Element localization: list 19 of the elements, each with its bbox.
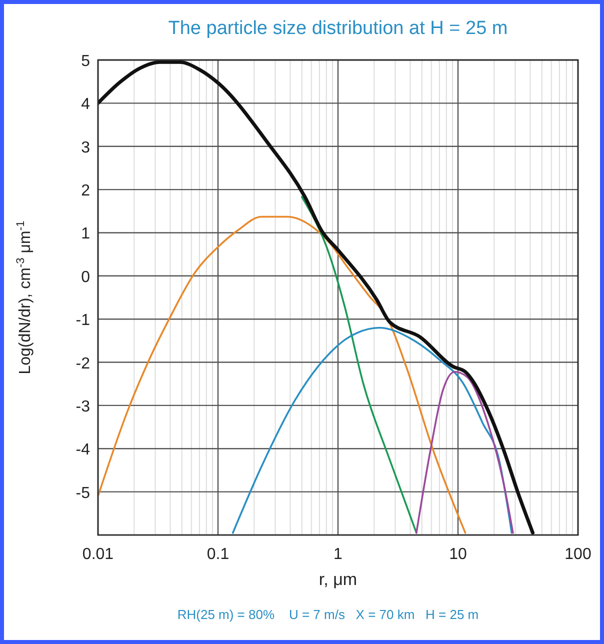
x-tick-label: 0.01	[82, 546, 114, 563]
x-axis-title: r, μm	[318, 570, 358, 589]
y-tick-label: 4	[81, 96, 90, 114]
x-tick-label: 0.1	[206, 546, 230, 563]
text: RH(25 m) = 80% U = 7 m/s X = 70 km H = 25 m	[177, 607, 479, 622]
y-tick-label: 5	[81, 53, 90, 70]
chart-title: The particle size distribution at H = 25 m	[168, 18, 508, 39]
y-tick-label: -4	[76, 442, 90, 459]
y-tick-label: 3	[81, 139, 90, 156]
y-tick-label: -5	[76, 484, 90, 502]
x-tick-label: 10	[449, 546, 467, 563]
x-tick-label: 100	[564, 546, 592, 563]
y-tick-label: -3	[76, 398, 90, 416]
y-tick-label: 2	[81, 182, 90, 200]
y-tick-label: -1	[76, 312, 90, 330]
y-tick-label: -2	[76, 355, 90, 372]
y-tick-label: 0	[81, 268, 90, 286]
y-tick-label: 1	[81, 226, 90, 243]
x-tick-label: 1	[334, 546, 343, 563]
